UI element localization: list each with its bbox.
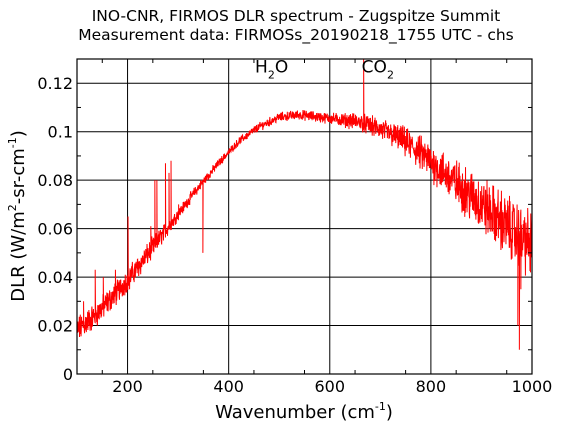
plot-area (77, 59, 532, 350)
axis-ticks: 200 400 600 800 1000 0 0.02 0.04 0.06 0.08 0.1 0.12 (37, 59, 552, 396)
chart-subtitle: Measurement data: FIRMOSs_20190218_1755 … (78, 26, 514, 45)
y-tick-label-6: 0.12 (37, 74, 73, 93)
y-tick-label-0: 0 (63, 365, 73, 384)
annotation-0: H2O (255, 57, 288, 81)
y-tick-label-5: 0.1 (48, 123, 73, 142)
grid-lines (77, 59, 532, 374)
y-tick-label-4: 0.08 (37, 171, 73, 190)
annotation-1: CO2 (362, 57, 394, 81)
x-tick-label-2: 600 (315, 377, 346, 396)
annotations: H2O CO2 (255, 57, 394, 81)
dlr-spectrum-series (77, 59, 532, 350)
y-tick-label-1: 0.02 (37, 317, 73, 336)
plot-frame (76, 58, 533, 375)
y-tick-label-2: 0.04 (37, 268, 73, 287)
x-tick-label-3: 800 (416, 377, 447, 396)
x-tick-label-0: 200 (112, 377, 143, 396)
y-tick-label-3: 0.06 (37, 220, 73, 239)
x-tick-label-1: 400 (213, 377, 244, 396)
x-tick-label-4: 1000 (512, 377, 553, 396)
chart-title: INO-CNR, FIRMOS DLR spectrum - Zugspitze… (92, 7, 501, 25)
x-axis-label: Wavenumber (cm-1) (215, 400, 393, 423)
y-axis-label: DLR (W/m2-sr-cm-1) (6, 130, 29, 302)
